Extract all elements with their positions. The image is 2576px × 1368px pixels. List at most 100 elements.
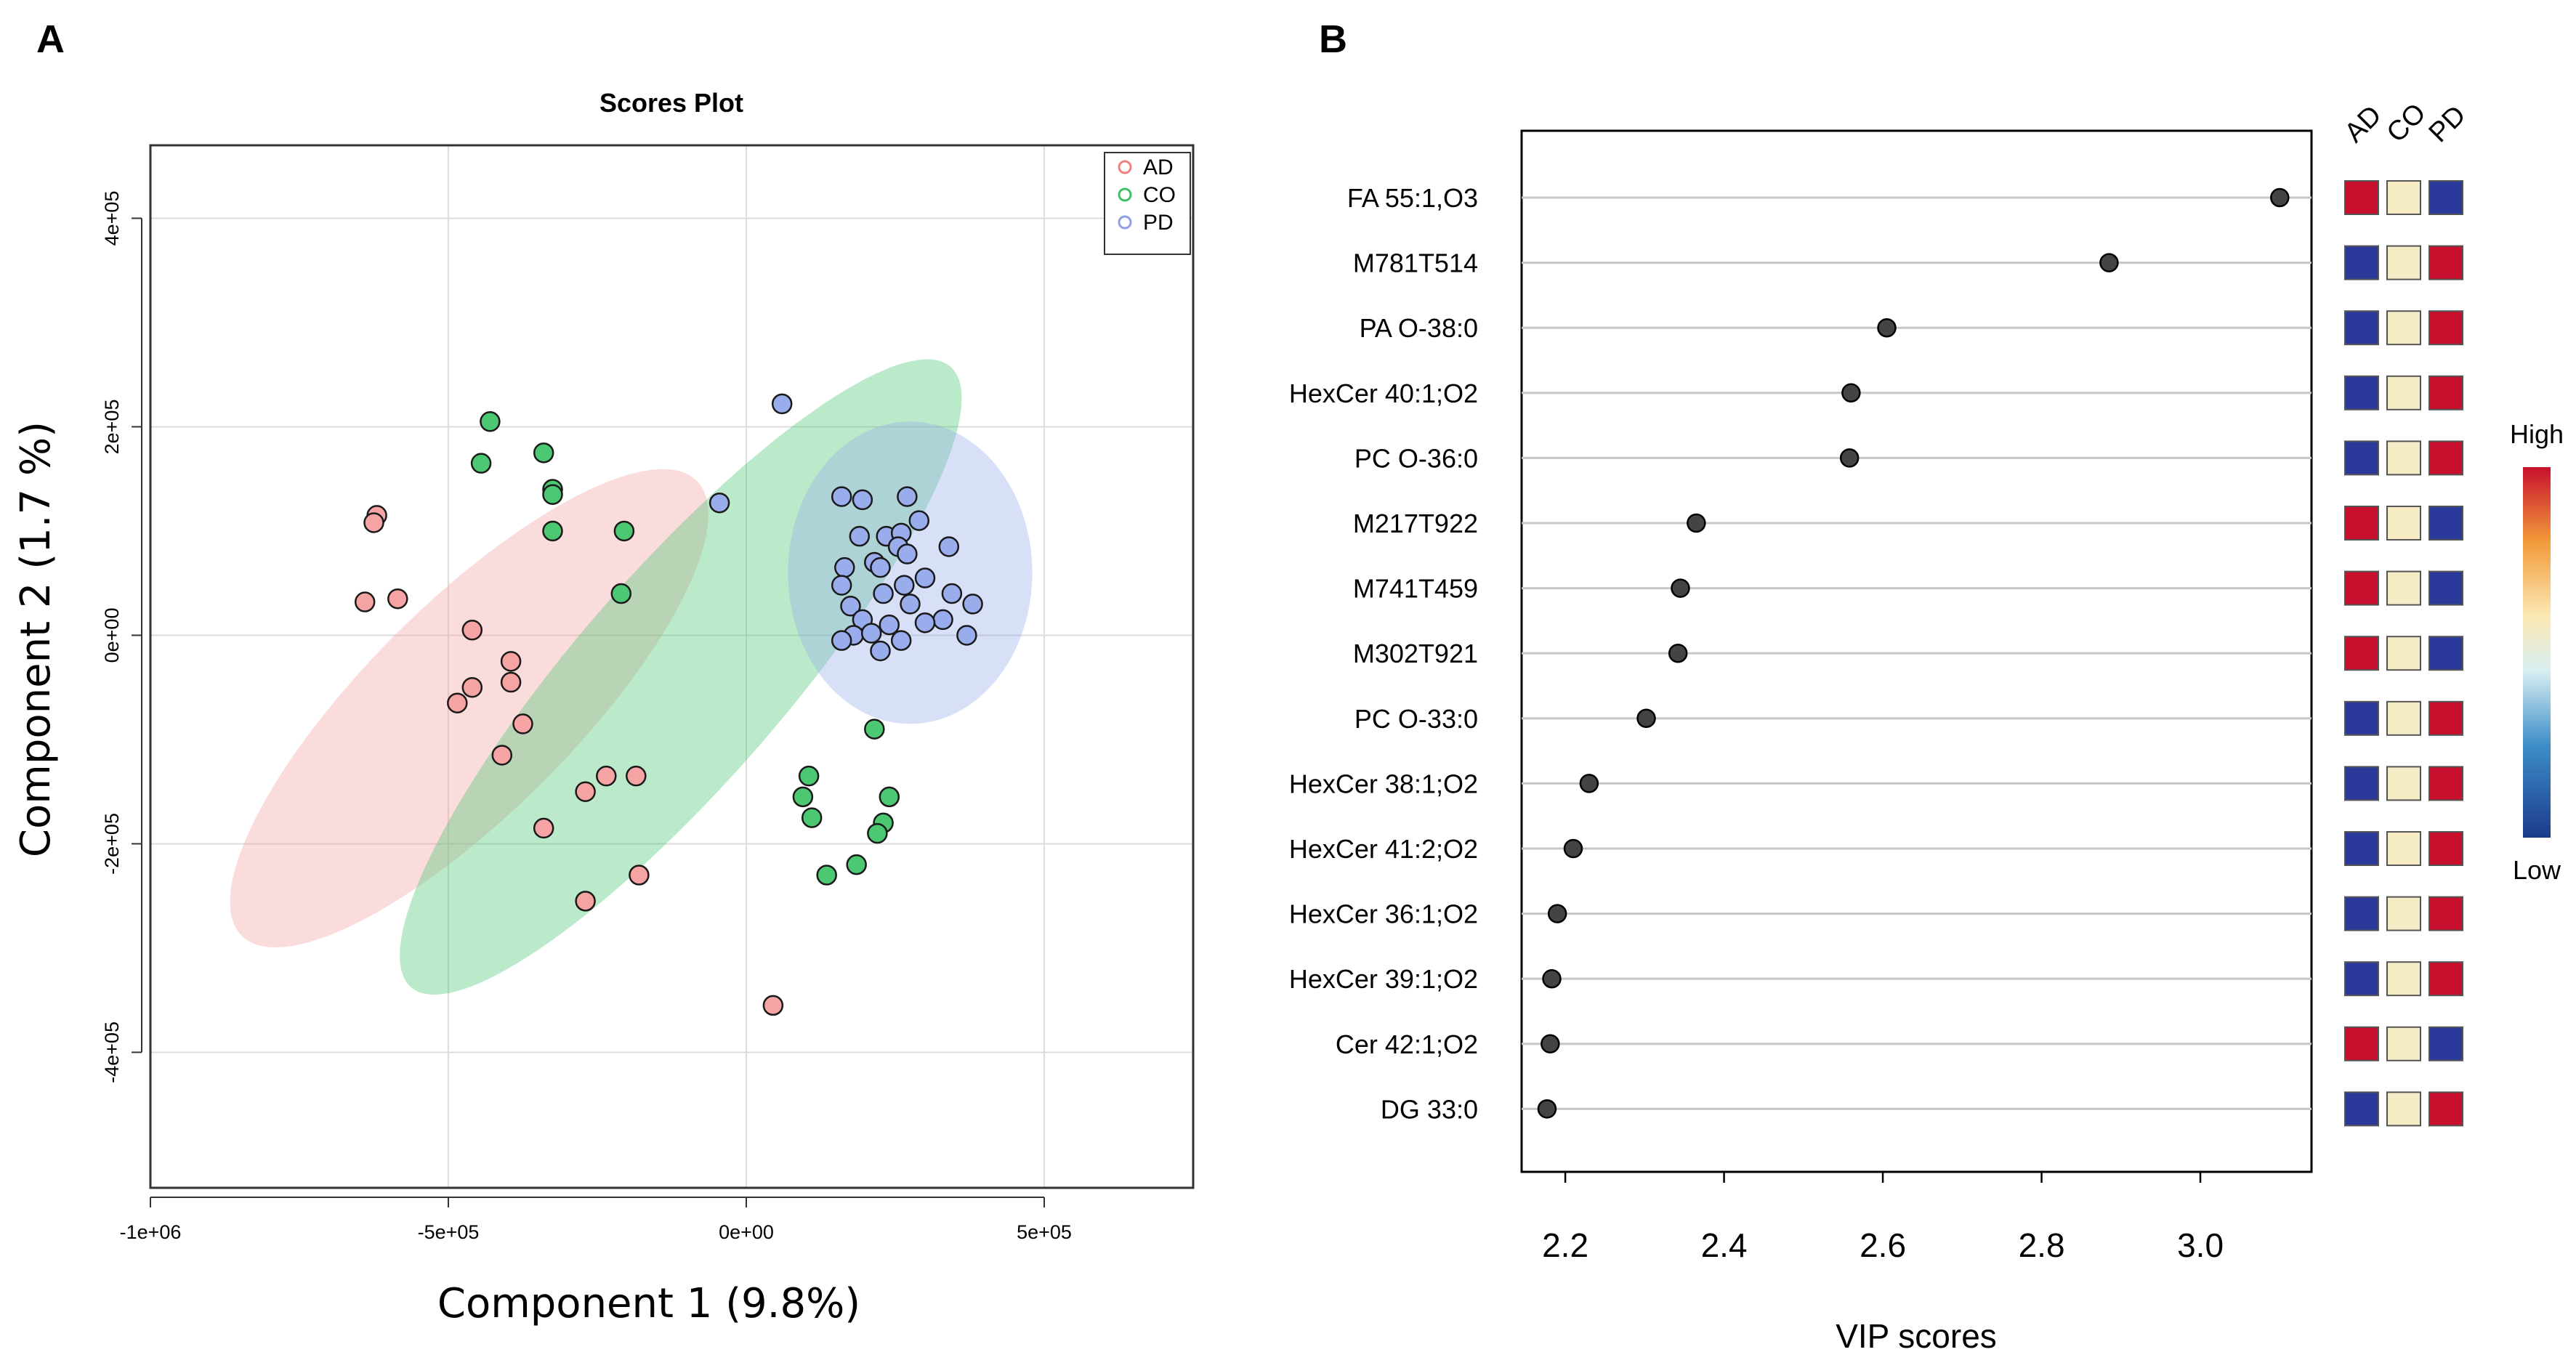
heatmap-cell-co	[2386, 766, 2421, 801]
point-ad	[447, 692, 468, 713]
point-pd	[870, 556, 891, 578]
heatmap-cell-co	[2386, 896, 2421, 931]
scores-plot-title: Scores Plot	[599, 88, 743, 118]
point-ad	[500, 651, 522, 672]
panel-label-b: B	[1319, 17, 1347, 61]
legend-marker-pd	[1118, 215, 1132, 230]
colorbar-gradient	[2523, 467, 2551, 838]
point-ad	[575, 781, 596, 802]
vip-feature-rows: FA 55:1,O3 M781T514 PA O-38:0 HexCer 40:1;O…	[1289, 183, 2311, 1124]
point-co	[542, 520, 563, 542]
point-co	[846, 854, 867, 875]
vip-x-axis-title: VIP scores	[1836, 1317, 1997, 1355]
feature-label: M741T459	[1353, 574, 1478, 604]
vip-point	[1636, 708, 1656, 729]
scores-ellipses	[230, 359, 1033, 995]
x-tick-label: 0e+00	[719, 1221, 774, 1243]
point-co	[610, 583, 632, 604]
vip-point	[1839, 448, 1860, 468]
point-ad	[596, 765, 617, 787]
vip-point	[1542, 968, 1562, 989]
feature-label: HexCer 40:1;O2	[1289, 379, 1478, 408]
x-tick-label: 5e+05	[1017, 1221, 1072, 1243]
point-ad	[762, 995, 784, 1016]
y-tick-label: -4e+05	[101, 1021, 123, 1083]
point-ad	[363, 512, 384, 533]
group-label-pd: PD	[2423, 100, 2472, 148]
point-pd	[900, 594, 921, 615]
heatmap-cell-ad	[2344, 636, 2379, 671]
point-pd	[932, 609, 953, 631]
scores-x-axis: -1e+06 -5e+05 0e+00 5e+05	[120, 1197, 1072, 1243]
x-tick-label: -1e+06	[120, 1221, 182, 1243]
legend-label-co: CO	[1143, 183, 1176, 207]
heatmap-cell-pd	[2428, 375, 2463, 410]
heatmap-cell-ad	[2344, 440, 2379, 476]
legend-marker-ad	[1118, 160, 1132, 174]
point-ad	[354, 591, 376, 612]
scores-gridlines	[150, 145, 1193, 1188]
point-ad	[626, 765, 647, 787]
vip-point	[2099, 253, 2119, 272]
heatmap-cell-pd	[2428, 636, 2463, 671]
heatmap-cells	[2344, 180, 2463, 1127]
heatmap-cell-pd	[2428, 506, 2463, 541]
point-pd	[962, 594, 983, 615]
point-pd	[908, 510, 930, 531]
feature-label: PA O-38:0	[1360, 313, 1478, 343]
vip-point	[1877, 317, 1897, 338]
point-pd	[831, 630, 852, 651]
point-pd	[771, 393, 793, 415]
point-co	[801, 807, 823, 828]
feature-label: HexCer 41:2;O2	[1289, 834, 1478, 864]
point-ad	[500, 671, 522, 693]
heatmap-cell-co	[2386, 831, 2421, 866]
heatmap-cell-pd	[2428, 831, 2463, 866]
heatmap-cell-ad	[2344, 700, 2379, 736]
feature-label: HexCer 39:1;O2	[1289, 964, 1478, 994]
heatmap-cell-pd	[2428, 245, 2463, 280]
point-pd	[914, 567, 936, 588]
feature-label: HexCer 38:1;O2	[1289, 769, 1478, 798]
point-ad	[461, 676, 483, 698]
scores-x-axis-title: Component 1 (9.8%)	[437, 1280, 860, 1327]
colorbar-high-label: High	[2510, 419, 2564, 449]
vip-point	[2270, 187, 2290, 208]
point-pd	[897, 543, 918, 564]
scores-plot: Scores Plot -1e+06 -5e+05 0e+00 5e+05 4e+05…	[12, 88, 1195, 1327]
heatmap-cell-co	[2386, 570, 2421, 606]
feature-label: M302T921	[1353, 639, 1478, 668]
point-ad	[512, 713, 533, 734]
legend-label-pd: PD	[1143, 211, 1174, 235]
feature-label: FA 55:1,O3	[1347, 183, 1478, 213]
point-co	[533, 442, 554, 464]
heatmap-cell-co	[2386, 1091, 2421, 1127]
point-co	[480, 411, 501, 432]
vip-point	[1841, 383, 1861, 403]
heatmap-cell-co	[2386, 636, 2421, 671]
point-co	[470, 453, 492, 474]
feature-label: M217T922	[1353, 509, 1478, 538]
vip-x-tick-label: 2.4	[1701, 1226, 1748, 1264]
heatmap-cell-ad	[2344, 180, 2379, 215]
heatmap-cell-pd	[2428, 440, 2463, 476]
point-pd	[941, 583, 963, 604]
point-co	[867, 822, 888, 844]
y-tick-label: 0e+00	[101, 608, 123, 663]
heatmap-cell-ad	[2344, 896, 2379, 931]
heatmap-cell-pd	[2428, 310, 2463, 346]
point-co	[792, 786, 814, 808]
colorbar: High Low	[2510, 419, 2564, 885]
heatmap-cell-ad	[2344, 1091, 2379, 1127]
heatmap-cell-ad	[2344, 831, 2379, 866]
feature-label: Cer 42:1;O2	[1336, 1029, 1478, 1059]
point-pd	[852, 489, 873, 511]
scores-plot-frame	[149, 144, 1195, 1189]
point-pd	[860, 623, 882, 644]
vip-x-axis: 2.2 2.4 2.6 2.8 3.0	[1542, 1172, 2224, 1264]
heatmap-cell-pd	[2428, 896, 2463, 931]
vip-x-tick-label: 2.2	[1542, 1226, 1588, 1264]
point-ad	[533, 817, 554, 839]
